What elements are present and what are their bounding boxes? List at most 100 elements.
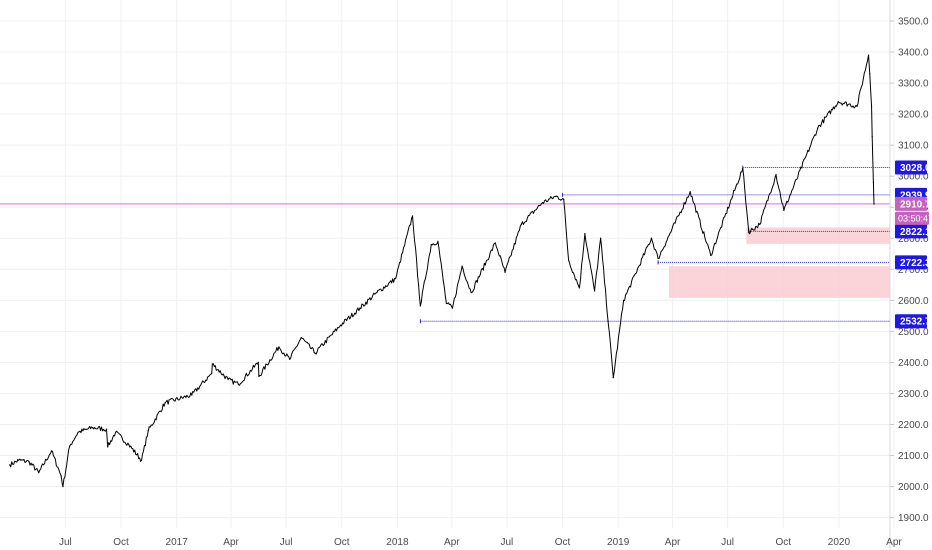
y-tick-label: 3500.0 xyxy=(898,17,929,28)
level-label: 2939.9 xyxy=(900,190,931,201)
price-point xyxy=(38,472,40,474)
x-tick-label: Apr xyxy=(665,537,681,548)
price-point xyxy=(211,372,213,374)
price-point xyxy=(873,203,875,205)
y-tick-label: 3200.0 xyxy=(898,110,929,121)
level-label-bg xyxy=(895,160,927,175)
level-label-bg xyxy=(895,314,927,329)
y-tick-label: 3300.0 xyxy=(898,79,929,90)
zone-rect xyxy=(746,227,890,244)
price-point xyxy=(541,201,544,204)
price-point xyxy=(520,223,522,225)
level-label-bg xyxy=(895,255,927,270)
price-point xyxy=(870,105,873,107)
price-point xyxy=(69,445,71,447)
price-point xyxy=(710,254,712,256)
y-tick-label: 3000.0 xyxy=(898,172,929,183)
level-label: 3028.0 xyxy=(900,163,931,174)
price-series xyxy=(9,54,875,488)
price-point xyxy=(211,363,213,365)
price-point xyxy=(748,231,750,233)
time-axis[interactable]: Jul Oct 2017 Apr Jul Oct 2018 Apr Jul Oct 2019 Apr J… xyxy=(59,537,902,548)
price-point xyxy=(494,242,496,244)
price-point xyxy=(60,475,62,477)
y-tick-label: 2000.0 xyxy=(898,482,929,493)
price-point xyxy=(9,464,11,466)
price-point xyxy=(114,431,117,433)
price-point xyxy=(376,292,378,294)
y-tick-label: 2100.0 xyxy=(898,451,929,462)
level-label-bg xyxy=(895,224,927,239)
zone-rect xyxy=(668,266,890,298)
price-point xyxy=(759,223,761,225)
price-point xyxy=(91,427,94,429)
price-point xyxy=(278,346,280,348)
price-point xyxy=(563,198,565,201)
y-tick-label: 2400.0 xyxy=(898,358,929,369)
price-point xyxy=(62,486,64,488)
price-point xyxy=(300,337,302,339)
y-tick-label: 3400.0 xyxy=(898,48,929,59)
x-tick-label: Jul xyxy=(280,537,293,548)
price-point xyxy=(871,135,873,138)
price-point xyxy=(783,209,785,211)
price-series-line xyxy=(9,54,875,488)
price-point xyxy=(419,305,421,307)
price-point xyxy=(623,299,625,301)
y-tick-label: 2800.0 xyxy=(898,234,929,245)
price-point xyxy=(612,377,614,379)
price-point xyxy=(689,191,691,193)
x-tick-label: 2020 xyxy=(828,537,851,548)
price-point xyxy=(258,375,260,378)
price-point xyxy=(128,444,130,446)
current-price-label: 2910.7 xyxy=(900,199,931,210)
price-point xyxy=(417,284,420,286)
price-point xyxy=(872,181,874,184)
x-tick-label: Oct xyxy=(775,537,791,548)
price-point xyxy=(430,243,432,246)
price-point xyxy=(359,307,361,309)
price-point xyxy=(657,257,659,260)
price-point xyxy=(856,105,858,107)
y-tick-label: 2700.0 xyxy=(898,265,929,276)
price-point xyxy=(191,394,193,396)
price-point xyxy=(461,265,463,267)
price-labels: 3028.0 2939.9 2822.1 2722.3 2532.7 2910.7 03:5… xyxy=(895,160,932,329)
level-label: 2722.3 xyxy=(900,258,931,269)
price-point xyxy=(289,358,291,360)
price-point xyxy=(837,101,839,103)
price-point xyxy=(567,259,570,261)
y-tick-label: 2500.0 xyxy=(898,327,929,338)
price-point xyxy=(28,461,30,463)
price-point xyxy=(504,271,506,274)
price-point xyxy=(584,233,586,235)
y-tick-label: 2200.0 xyxy=(898,420,929,431)
x-tick-label: 2019 xyxy=(607,537,630,548)
chart-grid xyxy=(0,0,895,528)
price-point xyxy=(555,195,557,197)
y-tick-label: 3100.0 xyxy=(898,141,929,152)
price-point xyxy=(578,287,581,289)
price-point xyxy=(451,307,454,309)
price-point xyxy=(107,446,109,448)
x-tick-label: Apr xyxy=(886,537,902,548)
price-point xyxy=(140,459,143,461)
price-point xyxy=(817,127,819,129)
price-point xyxy=(105,428,108,430)
price-point xyxy=(437,240,439,242)
price-axis[interactable]: 3500.03400.03300.03200.03100.03000.02900… xyxy=(890,17,929,525)
price-point xyxy=(470,292,472,294)
y-tick-label: 1900.0 xyxy=(898,513,929,524)
price-point xyxy=(411,215,414,217)
y-tick-label: 2600.0 xyxy=(898,296,929,307)
price-point xyxy=(147,430,149,432)
x-tick-label: Apr xyxy=(223,537,239,548)
current-price-label-bg xyxy=(895,196,927,211)
x-tick-label: 2017 xyxy=(166,537,189,548)
price-point xyxy=(593,290,596,292)
x-tick-label: Apr xyxy=(444,537,460,548)
countdown-label: 03:50:47 xyxy=(898,213,932,223)
x-tick-label: Oct xyxy=(555,537,571,548)
price-point xyxy=(445,302,447,305)
